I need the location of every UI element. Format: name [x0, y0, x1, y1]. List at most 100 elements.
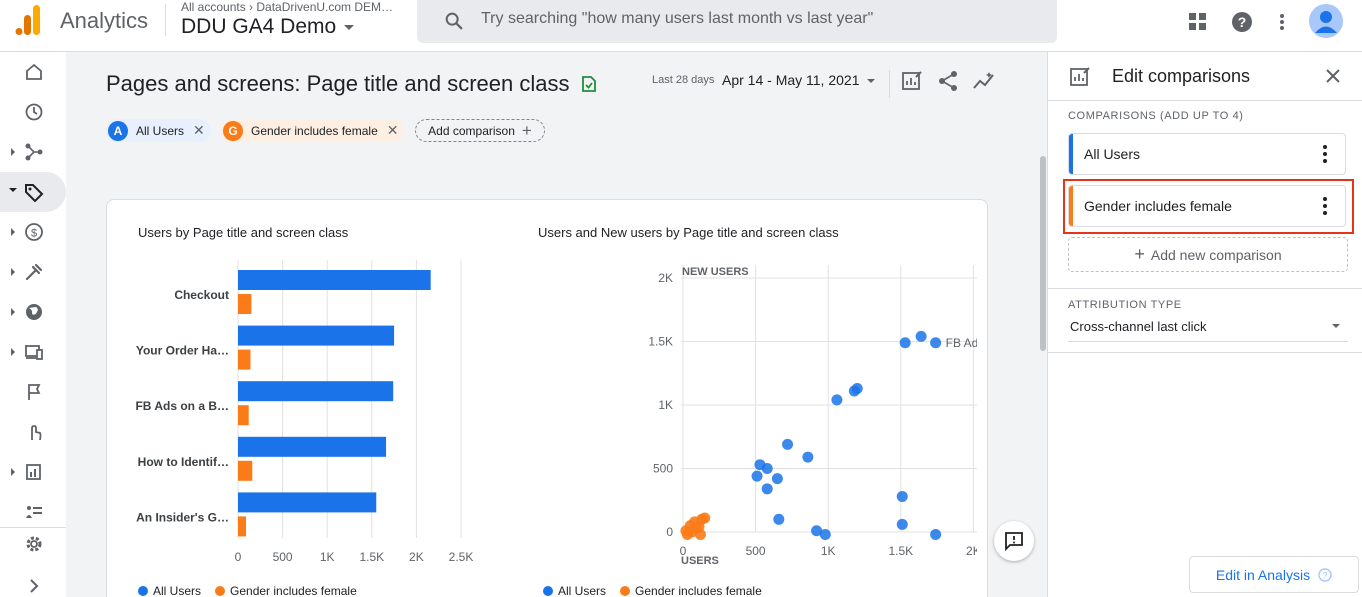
- y-tick-label: 0: [666, 525, 673, 539]
- scatter-chart-title: Users and New users by Page title and sc…: [538, 225, 839, 240]
- point-all-users: [751, 470, 763, 482]
- nav-divider: [0, 527, 66, 528]
- bar-all-users: [238, 325, 395, 346]
- date-range-selector[interactable]: Apr 14 - May 11, 2021: [722, 72, 876, 88]
- feedback-icon: [1005, 532, 1023, 551]
- attribution-type-select[interactable]: Cross-channel last click: [1068, 317, 1348, 342]
- nav-home[interactable]: [0, 54, 66, 90]
- close-icon[interactable]: ✕: [193, 122, 205, 138]
- nav-configure[interactable]: [0, 494, 66, 530]
- app-name: Analytics: [60, 8, 149, 33]
- edit-in-analysis-label: Edit in Analysis: [1215, 566, 1311, 583]
- color-stripe: [1069, 134, 1073, 174]
- nav-conversions[interactable]: [0, 414, 66, 450]
- bar-all-users: [238, 492, 377, 513]
- nav-realtime[interactable]: [0, 94, 66, 130]
- attribution-value: Cross-channel last click: [1070, 319, 1207, 334]
- legend-label: All Users: [558, 584, 607, 597]
- events-flag-icon: [28, 384, 41, 400]
- scrollbar[interactable]: [1040, 156, 1046, 351]
- comparison-chip-all-users[interactable]: A All Users ✕: [106, 119, 211, 142]
- y-tick-label: 1.5K: [648, 335, 673, 349]
- legend-dot-female: [215, 586, 226, 596]
- scatter-chart-legend: All Users Gender includes female: [543, 584, 762, 597]
- verified-check-icon[interactable]: [580, 75, 598, 93]
- more-vert-icon[interactable]: [1323, 197, 1327, 217]
- caret-down-icon: [344, 24, 355, 30]
- caret-down-icon: [867, 79, 876, 84]
- x-tick-label: 2.5K: [449, 550, 474, 564]
- nav-tech[interactable]: [0, 334, 66, 370]
- account-avatar-icon[interactable]: [1308, 3, 1344, 39]
- svg-text:?: ?: [1323, 570, 1328, 580]
- point-all-users: [773, 513, 785, 525]
- chip-badge: A: [108, 120, 128, 141]
- x-tick-label: 1.5K: [359, 550, 384, 564]
- close-icon[interactable]: ✕: [386, 122, 399, 138]
- more-vert-icon[interactable]: [1266, 6, 1298, 38]
- insights-icon[interactable]: [972, 70, 996, 92]
- nav-events[interactable]: [0, 374, 66, 410]
- nav-explore[interactable]: [0, 454, 66, 490]
- add-comparison-label: Add comparison: [428, 123, 515, 138]
- account-breadcrumb[interactable]: All accounts › DataDrivenU.com DEM…: [181, 0, 394, 14]
- expand-arrow-icon: [11, 148, 15, 156]
- x-tick-label: 2K: [409, 550, 424, 564]
- more-vert-icon[interactable]: [1323, 145, 1327, 165]
- tech-devices-icon: [25, 345, 43, 360]
- comparison-chip-female[interactable]: G Gender includes female ✕: [221, 119, 405, 142]
- point-all-users: [896, 518, 908, 530]
- comparison-card-all-users[interactable]: All Users: [1068, 133, 1346, 175]
- edit-comparisons-panel: Edit comparisons COMPARISONS (ADD UP TO …: [1047, 52, 1362, 597]
- nav-demographics[interactable]: [0, 294, 66, 330]
- comparison-card-female[interactable]: Gender includes female: [1068, 185, 1346, 227]
- nav-admin[interactable]: [0, 526, 66, 562]
- category-label: How to Identif…: [138, 455, 229, 469]
- customize-report-icon[interactable]: [901, 70, 923, 92]
- feedback-button[interactable]: [994, 521, 1034, 561]
- point-annotation: FB Ads on a Budge: [946, 336, 977, 350]
- x-tick-label: 500: [746, 544, 766, 558]
- top-app-bar: Analytics All accounts › DataDrivenU.com…: [0, 0, 1362, 52]
- point-female: [690, 522, 702, 534]
- y-axis-label: NEW USERS: [682, 266, 749, 278]
- nav-retention[interactable]: [0, 254, 66, 290]
- nav-acquisition[interactable]: [0, 134, 66, 170]
- panel-title: Edit comparisons: [1112, 66, 1251, 86]
- engagement-tag-icon: [25, 184, 44, 202]
- edit-in-analysis-button[interactable]: Edit in Analysis ?: [1189, 556, 1359, 593]
- nav-engagement[interactable]: [0, 172, 66, 212]
- nav-monetization[interactable]: $: [0, 214, 66, 250]
- help-icon[interactable]: ?: [1226, 6, 1258, 38]
- point-all-users: [915, 330, 927, 342]
- collapse-arrow-icon: [9, 188, 17, 192]
- add-comparison-button[interactable]: Add comparison +: [415, 119, 545, 142]
- property-selector[interactable]: DDU GA4 Demo: [181, 15, 355, 39]
- customize-report-icon: [1070, 67, 1090, 86]
- share-icon[interactable]: [937, 70, 959, 92]
- close-icon[interactable]: [1325, 68, 1341, 84]
- bar-female: [238, 349, 251, 370]
- bar-all-users: [238, 381, 394, 402]
- help-outline-icon: ?: [1318, 567, 1332, 582]
- x-axis-label: USERS: [681, 555, 719, 567]
- conversions-touch-icon: [31, 425, 42, 441]
- x-tick-label: 0: [235, 550, 242, 564]
- expand-arrow-icon: [11, 228, 15, 236]
- search-bar[interactable]: Try searching "how many users last month…: [417, 0, 1057, 43]
- add-new-comparison-button[interactable]: + Add new comparison: [1068, 237, 1348, 272]
- analytics-logo-icon[interactable]: [14, 5, 42, 35]
- bar-female: [238, 294, 252, 314]
- point-all-users: [930, 337, 942, 349]
- acquisition-icon: [25, 143, 43, 161]
- apps-grid-icon[interactable]: [1182, 6, 1214, 38]
- home-icon: [26, 63, 42, 80]
- plus-icon: +: [1134, 244, 1145, 264]
- point-all-users: [831, 394, 843, 406]
- divider: [889, 70, 890, 98]
- expand-arrow-icon: [11, 268, 15, 276]
- nav-expand[interactable]: [0, 568, 66, 597]
- date-range-value: Apr 14 - May 11, 2021: [722, 72, 860, 88]
- expand-arrow-icon: [11, 468, 15, 476]
- divider: [165, 4, 166, 36]
